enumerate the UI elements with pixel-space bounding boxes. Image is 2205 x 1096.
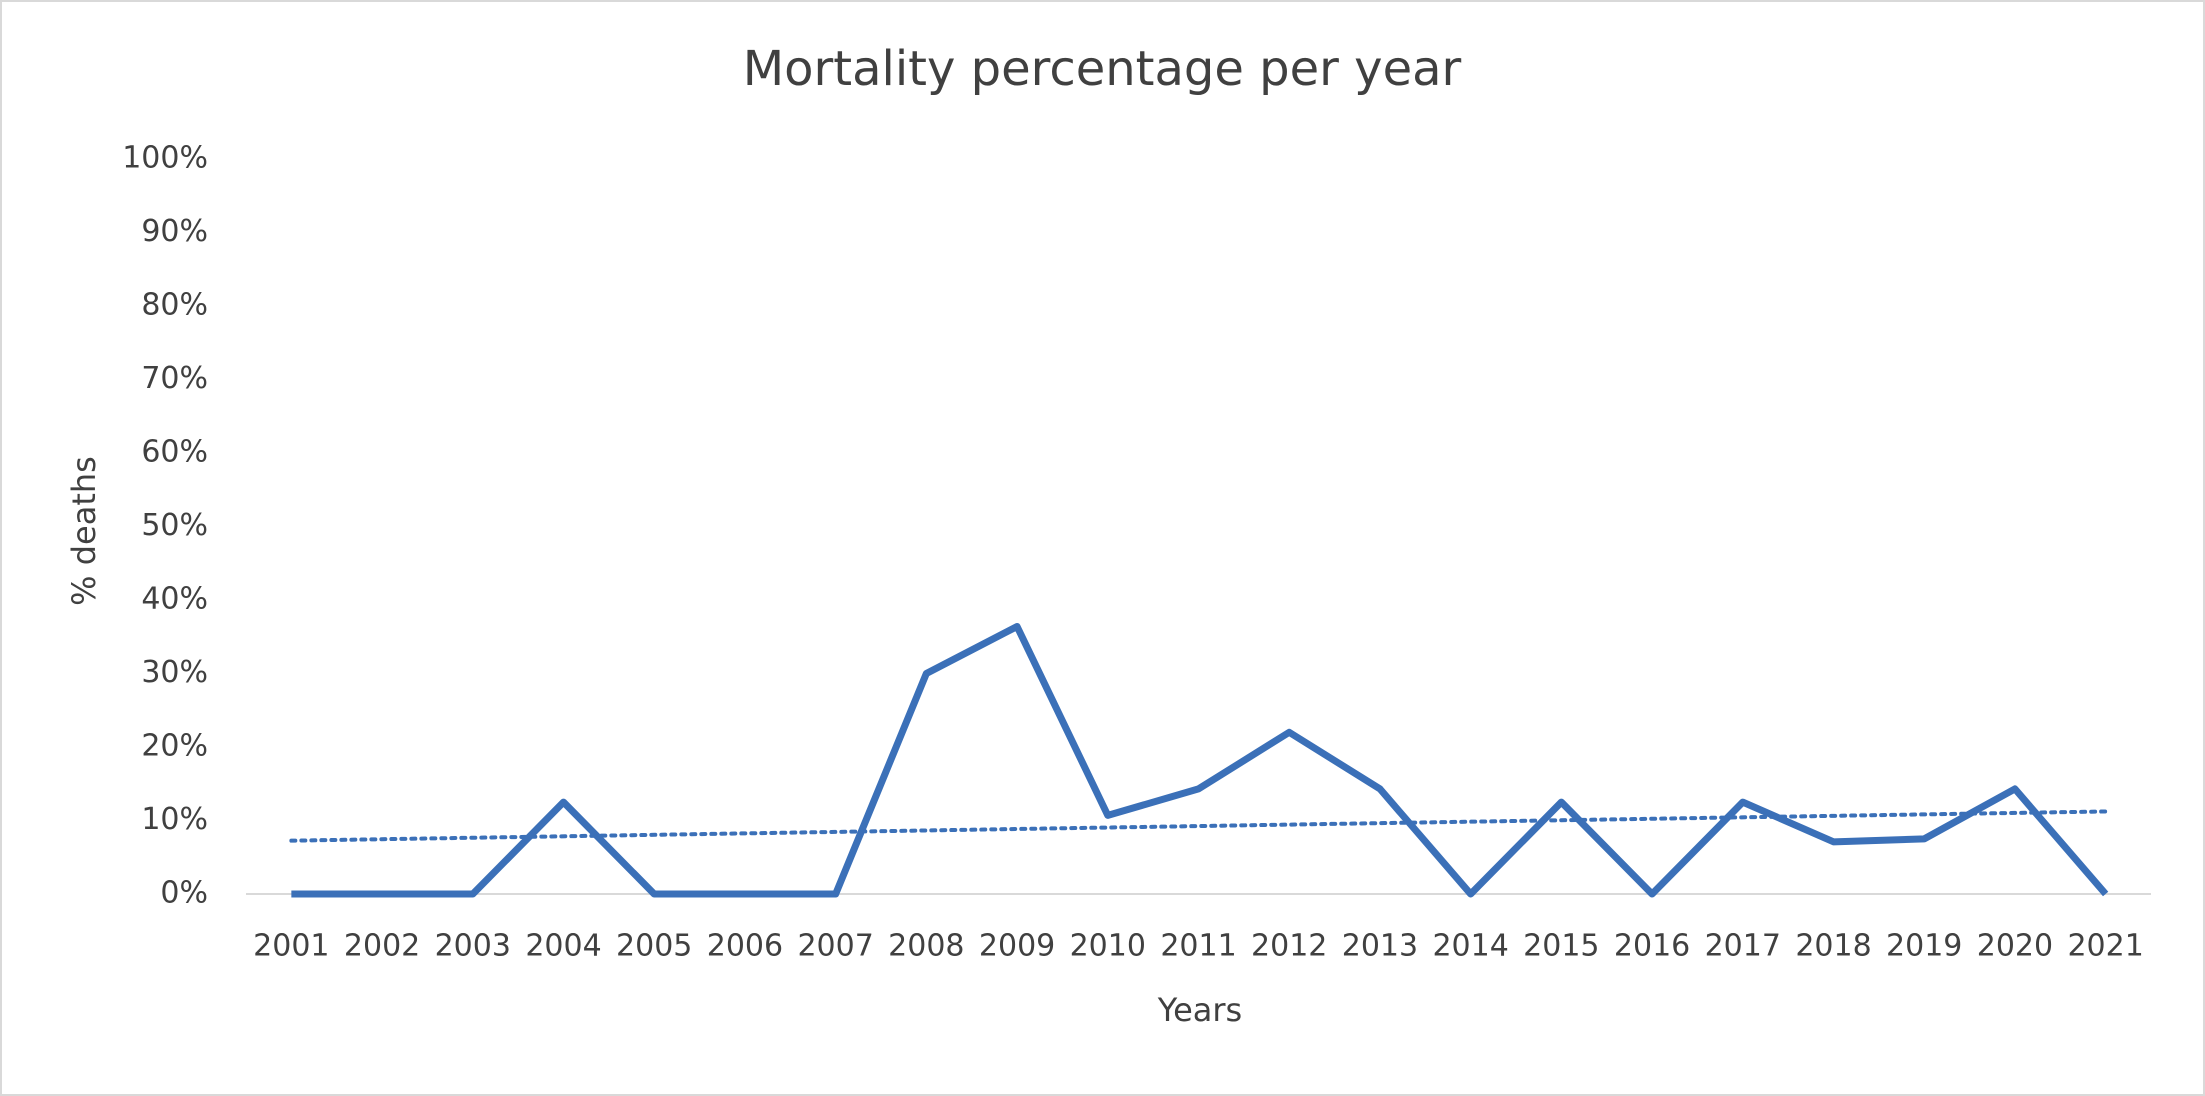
x-tick-label: 2004 bbox=[525, 929, 601, 964]
x-axis-label: Years bbox=[1157, 991, 1242, 1029]
x-tick-label: 2006 bbox=[707, 929, 783, 964]
data-line bbox=[291, 622, 2109, 898]
x-tick-label: 2008 bbox=[888, 929, 964, 964]
x-tick-label: 2016 bbox=[1614, 929, 1690, 964]
y-tick-label: 90% bbox=[141, 214, 208, 249]
x-tick-label: 2001 bbox=[253, 929, 329, 964]
y-tick-label: 100% bbox=[122, 141, 208, 176]
x-tick-label: 2010 bbox=[1070, 929, 1146, 964]
y-tick-label: 10% bbox=[141, 802, 208, 837]
y-tick-label: 70% bbox=[141, 361, 208, 396]
y-tick-label: 60% bbox=[141, 435, 208, 470]
x-tick-label: 2021 bbox=[2067, 929, 2143, 964]
x-tick-label: 2012 bbox=[1251, 929, 1327, 964]
x-tick-label: 2017 bbox=[1705, 929, 1781, 964]
x-tick-label: 2002 bbox=[344, 929, 420, 964]
y-tick-label: 50% bbox=[141, 508, 208, 543]
x-tick-label: 2015 bbox=[1523, 929, 1599, 964]
x-tick-label: 2014 bbox=[1432, 929, 1508, 964]
y-tick-label: 40% bbox=[141, 582, 208, 617]
y-tick-label: 20% bbox=[141, 729, 208, 764]
y-tick-label: 80% bbox=[141, 288, 208, 323]
x-tick-label: 2018 bbox=[1795, 929, 1871, 964]
x-tick-label: 2013 bbox=[1342, 929, 1418, 964]
chart-title: Mortality percentage per year bbox=[743, 41, 1462, 97]
x-tick-label: 2003 bbox=[435, 929, 511, 964]
x-tick-label: 2011 bbox=[1160, 929, 1236, 964]
x-tick-label: 2020 bbox=[1977, 929, 2053, 964]
y-axis-label: % deaths bbox=[65, 456, 103, 606]
y-tick-label: 0% bbox=[160, 876, 208, 911]
y-tick-label: 30% bbox=[141, 655, 208, 690]
x-tick-label: 2007 bbox=[797, 929, 873, 964]
x-tick-label: 2009 bbox=[979, 929, 1055, 964]
x-tick-label: 2019 bbox=[1886, 929, 1962, 964]
x-tick-label: 2005 bbox=[616, 929, 692, 964]
